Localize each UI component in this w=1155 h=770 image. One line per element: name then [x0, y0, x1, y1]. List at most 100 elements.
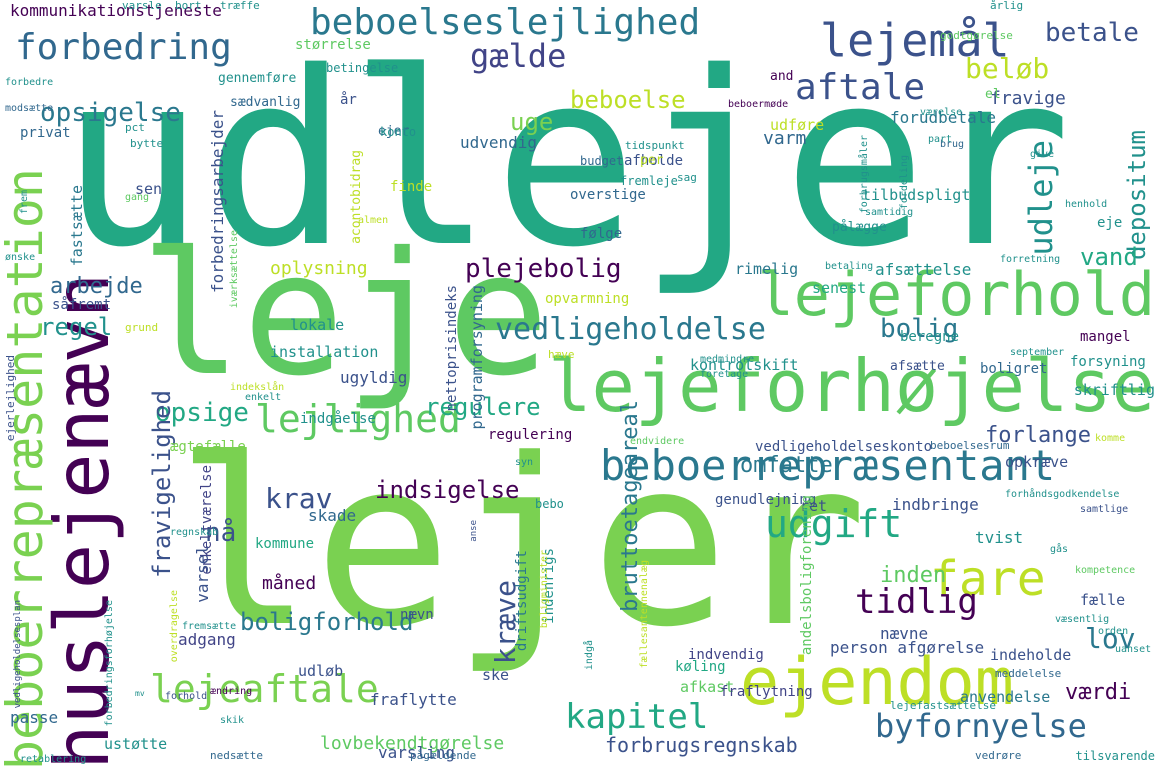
cloud-word: oplysning	[270, 258, 368, 279]
cloud-word: skriftlig	[1073, 381, 1155, 399]
cloud-word: ejendom	[740, 645, 1014, 720]
cloud-word: værdi	[1065, 680, 1132, 705]
cloud-word: bolig	[880, 314, 959, 344]
cloud-word: beregne	[900, 329, 960, 345]
cloud-word: forbedringsforhøjelse	[104, 600, 115, 727]
cloud-word: ugyldig	[340, 368, 408, 387]
cloud-word: pågældende	[410, 749, 477, 762]
cloud-word: krav	[265, 482, 333, 515]
cloud-word: fællesantennenalæg	[639, 560, 650, 669]
cloud-word: tvist	[975, 528, 1024, 547]
cloud-word: udvendig	[460, 133, 538, 152]
cloud-word: fastsætte	[68, 185, 86, 267]
cloud-word: per	[640, 153, 664, 168]
cloud-word: inden	[880, 563, 947, 588]
cloud-word: endvidere	[630, 436, 685, 447]
cloud-word: lejlighed	[255, 397, 461, 441]
cloud-word: lejefastsættelse	[890, 699, 996, 712]
cloud-word: almen	[358, 215, 389, 226]
cloud-word: indgåelse	[300, 411, 376, 427]
cloud-word: uanset	[1115, 644, 1152, 655]
cloud-word: årlig	[990, 0, 1024, 12]
cloud-word: vedligeholdelsesplan	[13, 600, 23, 709]
cloud-word: ejer	[378, 124, 410, 139]
cloud-word: beboelse	[570, 86, 686, 114]
cloud-word: andelsboligforening	[799, 495, 815, 656]
cloud-word: vedligeholdelse	[495, 312, 766, 347]
cloud-word: skik	[220, 715, 245, 726]
cloud-word: fraflytning	[720, 684, 813, 700]
cloud-word: forbedre	[5, 77, 54, 88]
cloud-word: fare	[930, 551, 1046, 607]
cloud-word: arbejde	[50, 274, 143, 299]
cloud-word: opsige	[155, 398, 249, 428]
cloud-word: meddelelse	[995, 667, 1062, 680]
cloud-word: pålægge	[832, 220, 887, 235]
cloud-word: installation	[270, 343, 379, 361]
cloud-word: regulering	[488, 427, 573, 443]
cloud-word: følge	[580, 226, 623, 242]
cloud-word: beboerrepræsentant	[600, 441, 1056, 490]
cloud-word: ret	[800, 497, 828, 515]
cloud-word: afholde	[624, 153, 684, 169]
cloud-word: udlejer	[60, 20, 1072, 300]
cloud-word: betale	[1045, 18, 1139, 48]
cloud-word: fælle	[1080, 591, 1126, 609]
cloud-word: overdragelse	[169, 590, 180, 663]
cloud-word: afsættelse	[875, 260, 972, 279]
cloud-word: fravige	[990, 88, 1066, 109]
cloud-word: bebo	[535, 497, 564, 511]
cloud-word: fremleje	[620, 174, 678, 188]
cloud-word: kompetence	[1075, 565, 1136, 576]
cloud-word: indbringe	[892, 495, 979, 514]
cloud-word: lejeforhold	[757, 260, 1155, 330]
cloud-word: kommunikationstjeneste	[10, 1, 222, 20]
cloud-word: fremsætte	[182, 621, 237, 632]
cloud-word: opvarmning	[545, 291, 630, 307]
cloud-word: senest	[812, 279, 867, 297]
cloud-word: forbrugsregnskab	[605, 733, 798, 757]
cloud-word: forretning	[1000, 254, 1061, 265]
cloud-word: samtidig	[865, 207, 914, 218]
cloud-word: nedsætte	[210, 749, 263, 762]
cloud-word: kommune	[255, 536, 315, 552]
cloud-word: træffe	[220, 0, 260, 12]
cloud-word: anse	[469, 520, 479, 542]
cloud-word: tilsvarende	[1075, 749, 1155, 763]
cloud-word: anvendelse	[960, 688, 1051, 706]
cloud-word: lov	[1085, 622, 1136, 655]
cloud-word: indvendig	[688, 647, 764, 663]
cloud-word: budget	[580, 154, 624, 168]
cloud-word: forsyning	[1070, 354, 1146, 370]
cloud-word: and	[770, 69, 794, 84]
cloud-word: rimelig	[735, 260, 799, 278]
cloud-word: værelse	[920, 107, 963, 118]
cloud-word: sen	[135, 180, 163, 198]
cloud-word: nettoprisindeks	[444, 285, 460, 412]
cloud-word: udgift	[765, 502, 903, 546]
cloud-word: såfremt	[52, 297, 112, 313]
cloud-word: nå	[205, 518, 237, 548]
cloud-word: indsigelse	[375, 476, 520, 504]
cloud-word: grund	[125, 321, 159, 334]
cloud-word: indgå	[584, 640, 595, 671]
cloud-word: måned	[262, 573, 317, 594]
cloud-word: boligminister	[539, 550, 550, 629]
cloud-word: år	[340, 92, 357, 108]
cloud-word: forbrugsmåler	[859, 135, 870, 214]
cloud-word: ægtefælle	[170, 439, 246, 455]
cloud-word: afkast	[680, 678, 735, 696]
cloud-word: mangel	[1080, 329, 1131, 345]
cloud-word: tilbudspligt	[862, 186, 971, 204]
cloud-word: forhåndsgodkendelse	[1005, 489, 1120, 500]
cloud-word: køling	[675, 659, 726, 675]
cloud-word: forbedringsarbejder	[208, 110, 227, 294]
cloud-word: forhold	[165, 691, 208, 702]
cloud-word: vedrøre	[975, 749, 1022, 762]
cloud-word: frafraflytte	[0, 0, 8, 1]
cloud-word: opsigelse	[40, 98, 181, 128]
cloud-word: beboelseslejlighed	[310, 2, 701, 43]
cloud-word: betingelse	[326, 61, 399, 75]
cloud-word: forlange	[985, 423, 1091, 448]
cloud-word: sædvanlig	[230, 95, 301, 110]
